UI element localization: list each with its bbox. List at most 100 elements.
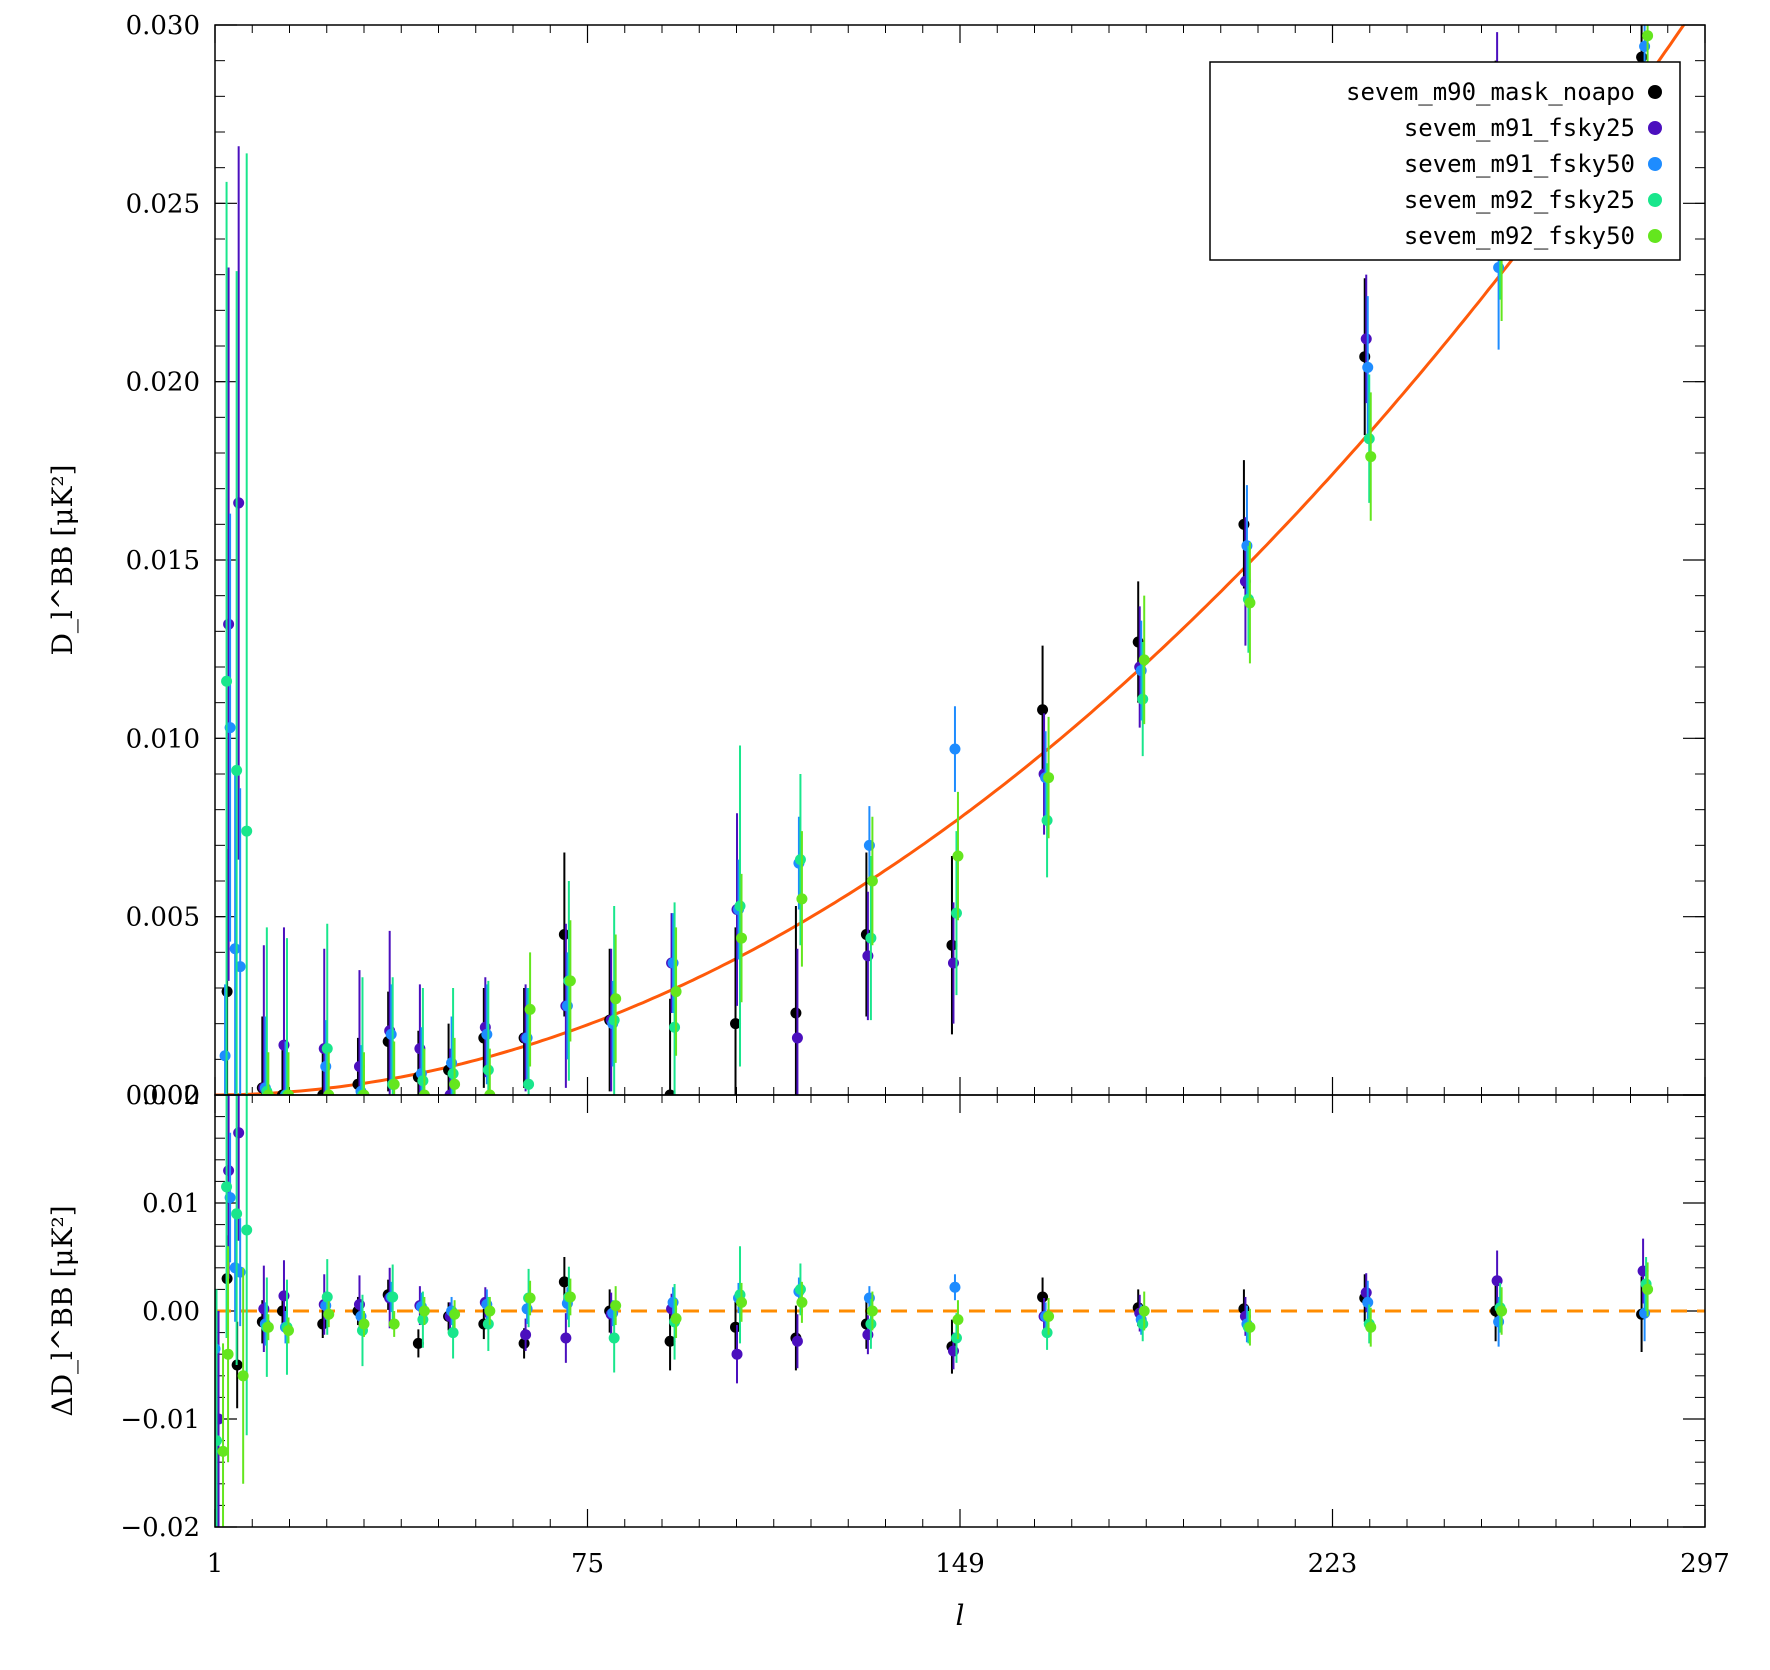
data-point (223, 1165, 235, 1177)
data-point (730, 1018, 742, 1030)
data-point (449, 1308, 461, 1320)
data-point (950, 1332, 962, 1344)
data-point (670, 1313, 682, 1325)
data-point (481, 1028, 493, 1040)
data-point (664, 1089, 676, 1095)
data-point (866, 1305, 878, 1317)
data-point (241, 825, 253, 837)
x-tick-label: 1 (207, 1549, 224, 1579)
data-point (796, 1296, 808, 1308)
data-point (523, 1078, 535, 1090)
res-y-tick-label: −0.02 (120, 1513, 200, 1543)
data-point (417, 1075, 429, 1087)
data-point (388, 1318, 400, 1330)
data-point (790, 1007, 802, 1019)
legend-marker (1648, 157, 1662, 171)
data-point (323, 1308, 335, 1320)
data-point (233, 1127, 245, 1139)
main-y-tick-label: 0.015 (126, 546, 200, 576)
data-point (560, 1332, 572, 1344)
data-point (222, 1348, 234, 1360)
data-point (219, 1050, 231, 1062)
data-point (484, 1089, 496, 1095)
legend-entry-label: sevem_m91_fsky50 (1404, 150, 1635, 178)
data-point (791, 1032, 803, 1044)
legend-marker (1648, 121, 1662, 135)
data-point (1642, 30, 1654, 42)
data-point (736, 1296, 748, 1308)
legend-marker (1648, 193, 1662, 207)
res-y-tick-label: 0.02 (142, 1081, 200, 1111)
data-point (221, 1181, 233, 1193)
data-point (323, 1089, 335, 1095)
x-tick-label: 297 (1680, 1549, 1730, 1579)
data-point (233, 497, 245, 509)
residual-plot-frame (214, 1094, 1706, 1528)
data-point (1365, 1321, 1377, 1333)
legend-entry-label: sevem_m92_fsky25 (1404, 186, 1635, 214)
data-point (664, 1335, 676, 1347)
data-point (1244, 1321, 1256, 1333)
data-point (564, 1291, 576, 1303)
data-point (736, 932, 748, 944)
data-point (946, 939, 958, 951)
data-point (1037, 704, 1049, 716)
main-y-tick-label: 0.000 (126, 1081, 200, 1111)
data-point (1360, 333, 1372, 345)
model-curve-line (215, 25, 1686, 1095)
legend-box (1209, 61, 1681, 261)
data-point (524, 1003, 536, 1015)
main-y-axis-label: D_l^BB [μK²] (46, 464, 79, 655)
x-axis-label: l (956, 1599, 965, 1632)
data-point (1363, 433, 1375, 445)
data-point (558, 929, 570, 940)
data-point (949, 1281, 961, 1293)
data-point (217, 1445, 229, 1457)
data-point (669, 1021, 681, 1033)
data-point (866, 875, 878, 887)
data-point (518, 1337, 530, 1349)
data-point (1365, 451, 1377, 463)
res-y-tick-label: 0.01 (142, 1189, 200, 1219)
data-point (731, 1348, 743, 1360)
plot-frames (214, 24, 1706, 1528)
legend-entry-label: sevem_m91_fsky25 (1404, 114, 1635, 142)
data-point (262, 1089, 274, 1095)
data-point (1362, 1296, 1374, 1308)
data-point (231, 1208, 243, 1220)
data-point (610, 993, 622, 1005)
data-point (417, 1314, 429, 1326)
legend-marker (1648, 85, 1662, 99)
data-point (952, 1314, 964, 1326)
main-y-tick-label: 0.010 (126, 724, 200, 754)
data-point (952, 850, 964, 862)
data-point (794, 854, 806, 866)
data-point (321, 1043, 333, 1055)
data-point (447, 1068, 459, 1080)
data-point (412, 1337, 424, 1349)
data-point (608, 1332, 620, 1344)
data-point (282, 1324, 294, 1336)
residual-data-points (215, 1095, 1654, 1527)
data-point (1360, 1287, 1372, 1299)
res-y-tick-label: −0.01 (120, 1405, 200, 1435)
res-y-axis-label: ΔD_l^BB [μK²] (46, 1205, 79, 1416)
res-y-tick-label: 0.00 (142, 1297, 200, 1327)
data-point (524, 1292, 536, 1304)
data-point (1043, 772, 1055, 784)
data-point (1137, 693, 1149, 705)
data-point (262, 1321, 274, 1333)
data-point (608, 1014, 620, 1026)
x-tick-label: 149 (935, 1549, 985, 1579)
data-point (950, 907, 962, 919)
data-point (447, 1327, 459, 1339)
legend-marker (1648, 229, 1662, 243)
main-y-tick-label: 0.020 (126, 368, 200, 398)
data-point (1138, 654, 1150, 666)
data-point (241, 1224, 253, 1236)
data-point (670, 986, 682, 998)
data-point (734, 900, 746, 912)
data-point (1041, 814, 1053, 826)
data-point (610, 1300, 622, 1312)
